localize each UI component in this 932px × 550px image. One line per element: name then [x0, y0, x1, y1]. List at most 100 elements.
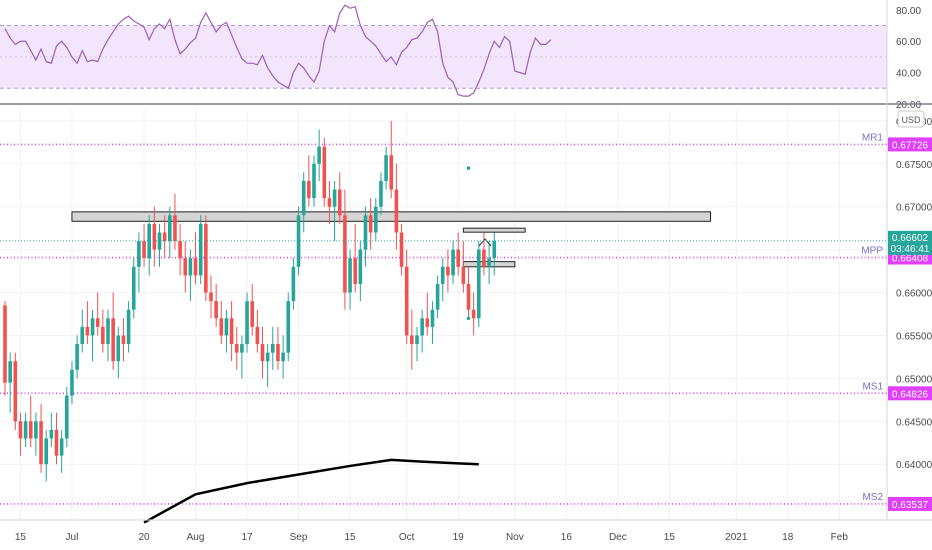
candle-body: [477, 249, 481, 319]
candle-body: [162, 232, 167, 242]
level-price-pill: [888, 137, 932, 152]
candle-body: [59, 438, 64, 456]
candle-body: [142, 241, 146, 259]
time-tick-label: Aug: [187, 532, 205, 543]
candle-body: [276, 344, 280, 362]
candle-body: [389, 155, 394, 190]
currency-label: USD: [901, 115, 921, 125]
price-tick-label: 0.67000: [896, 203, 932, 214]
price-pane[interactable]: [0, 108, 887, 524]
candle-body: [312, 163, 316, 199]
candle-body: [343, 215, 347, 293]
candle-body: [260, 344, 265, 362]
price-axis[interactable]: 0.680000.675000.670000.665000.660000.655…: [896, 117, 932, 471]
time-tick-label: 2021: [725, 532, 748, 543]
candle-body: [126, 309, 131, 345]
time-tick-label: Sep: [290, 532, 308, 543]
candles: [3, 120, 497, 482]
zone-rect: [462, 227, 526, 233]
currency-badge[interactable]: USD: [897, 110, 925, 128]
price-tick-label: 0.64000: [896, 460, 932, 471]
level-labels: MR1 0.67726 MPP 0.66408 MS1 0.64826 MS2 0.63537…: [861, 132, 932, 511]
rsi-pane[interactable]: 80.00 60.00 40.00 20.00: [0, 4, 921, 111]
time-tick-label: 16: [561, 532, 573, 543]
candle-body: [18, 421, 23, 439]
candle-body: [234, 344, 239, 353]
candle-body: [116, 335, 121, 362]
candle-body: [28, 421, 33, 439]
candle-body: [255, 326, 260, 345]
candle-body: [183, 258, 188, 276]
level-name: MS2: [862, 492, 883, 503]
candle-body: [152, 223, 157, 250]
candle-body: [80, 326, 85, 345]
candle-body: [44, 438, 48, 465]
candle-body: [410, 335, 414, 345]
zones: [71, 211, 712, 268]
candle-body: [482, 249, 486, 267]
time-tick-label: 17: [241, 532, 253, 543]
time-axis[interactable]: 15 Jul 20 Aug 17 Sep 15 Oct 19 Nov 16 Dec 15 2021 18 Fe…: [15, 532, 848, 543]
candle-body: [332, 189, 337, 207]
candle-body: [440, 266, 445, 284]
candle-body: [173, 215, 177, 242]
time-tick-label: Jul: [66, 532, 79, 543]
candle-body: [492, 241, 497, 259]
candle-body: [337, 189, 342, 216]
rsi-axis: 80.00 60.00 40.00 20.00: [896, 6, 921, 111]
candle-body: [75, 344, 79, 370]
candle-body: [456, 249, 460, 267]
candle-body: [466, 283, 471, 310]
candle-body: [353, 258, 357, 284]
candle-body: [13, 361, 18, 422]
price-tick-label: 0.66000: [896, 289, 932, 300]
rsi-tick-label: 40.00: [896, 69, 921, 80]
candle-body: [291, 266, 296, 302]
rsi-tick-label: 80.00: [896, 6, 921, 17]
candle-body: [363, 215, 368, 250]
candle-body: [70, 369, 74, 396]
candle-body: [198, 223, 203, 276]
time-tick-label: Oct: [399, 532, 415, 543]
candle-body: [322, 146, 327, 199]
level-price-label: 0.67726: [892, 140, 929, 151]
candle-body: [224, 318, 229, 336]
candle-body: [168, 215, 172, 242]
candle-body: [240, 344, 244, 353]
time-tick-label: 15: [664, 532, 676, 543]
candle-body: [379, 180, 383, 207]
candle-body: [111, 318, 115, 362]
time-tick-label: 19: [453, 532, 465, 543]
time-tick-label: 18: [782, 532, 794, 543]
candle-body: [435, 283, 440, 310]
candle-body: [193, 258, 198, 276]
time-tick-label: 20: [138, 532, 150, 543]
candle-body: [358, 249, 363, 284]
time-tick-label: Nov: [506, 532, 524, 543]
candle-body: [374, 206, 378, 233]
candle-body: [178, 241, 182, 259]
level-price-label: 0.66408: [892, 254, 929, 265]
moving-average-line: [143, 458, 479, 524]
candle-body: [229, 318, 234, 345]
candle-body: [131, 266, 136, 310]
candle-body: [420, 318, 424, 336]
candle-body: [23, 421, 28, 439]
pivot-levels: [0, 143, 887, 505]
time-tick-label: 15: [15, 532, 27, 543]
candle-body: [250, 301, 254, 327]
rsi-band-fill: [0, 25, 887, 89]
candle-body: [399, 232, 404, 267]
candle-body: [49, 429, 54, 439]
candle-body: [219, 318, 224, 336]
candle-body: [368, 215, 373, 233]
signal-marker: [466, 166, 471, 170]
candle-body: [147, 223, 151, 259]
candle-body: [348, 258, 352, 293]
level-price-label: 0.64826: [892, 389, 929, 400]
rsi-tick-label: 60.00: [896, 37, 921, 48]
candle-body: [317, 146, 321, 164]
price-tick-label: 0.65500: [896, 331, 932, 342]
